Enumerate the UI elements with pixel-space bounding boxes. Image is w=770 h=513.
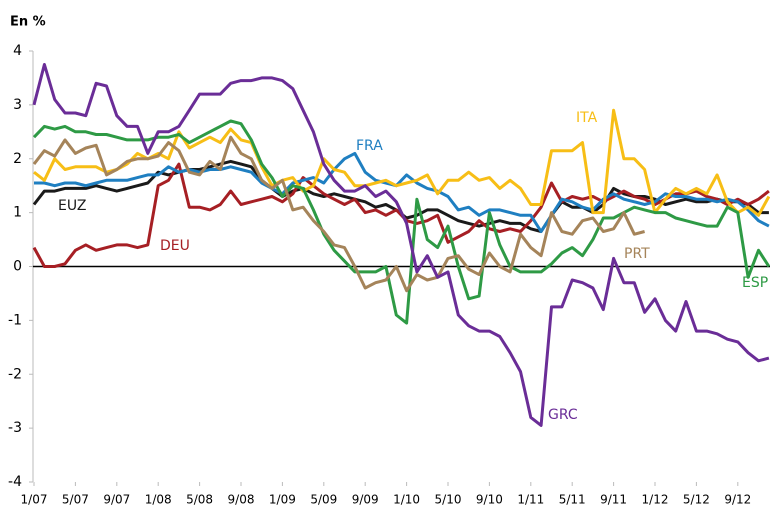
x-tick-label: 5/09 bbox=[310, 493, 337, 507]
series-line bbox=[32, 159, 769, 233]
x-tick-label: 5/07 bbox=[62, 493, 89, 507]
x-tick-label: 1/07 bbox=[21, 493, 48, 507]
y-tick-label: -3 bbox=[8, 420, 22, 436]
x-tick-label: 1/10 bbox=[393, 493, 420, 507]
series-line bbox=[32, 135, 645, 293]
x-tick-label: 5/11 bbox=[559, 493, 586, 507]
x-tick-label: 9/10 bbox=[476, 493, 503, 507]
y-tick-label: 3 bbox=[13, 97, 22, 113]
series-label: PRT bbox=[624, 246, 650, 262]
x-tick-label: 1/08 bbox=[145, 493, 172, 507]
series-label: GRC bbox=[548, 407, 578, 423]
y-tick-label: -2 bbox=[8, 366, 22, 382]
series-line bbox=[33, 108, 770, 217]
y-tick-label: -1 bbox=[8, 312, 22, 328]
x-tick-label: 9/11 bbox=[600, 493, 627, 507]
series-label: ITA bbox=[576, 110, 598, 126]
x-tick-label: 5/08 bbox=[186, 493, 213, 507]
series-line bbox=[32, 63, 770, 427]
x-tick-label: 9/08 bbox=[228, 493, 255, 507]
y-tick-label: 2 bbox=[13, 151, 22, 167]
y-tick-label: -4 bbox=[8, 474, 22, 490]
series-label: ESP bbox=[742, 275, 768, 291]
x-tick-label: 5/10 bbox=[435, 493, 462, 507]
series-label: FRA bbox=[356, 138, 383, 154]
y-tick-label: 0 bbox=[13, 259, 22, 275]
x-tick-label: 9/09 bbox=[352, 493, 379, 507]
chart-title: En % bbox=[10, 15, 46, 30]
x-tick-label: 1/11 bbox=[517, 493, 544, 507]
x-tick-label: 1/09 bbox=[269, 493, 296, 507]
series-label: DEU bbox=[160, 238, 190, 254]
y-tick-label: 1 bbox=[13, 205, 22, 221]
series-label: EUZ bbox=[58, 198, 86, 214]
x-tick-label: 9/12 bbox=[724, 493, 751, 507]
x-tick-label: 1/12 bbox=[642, 493, 669, 507]
x-tick-label: 5/12 bbox=[683, 493, 710, 507]
series-line bbox=[34, 151, 770, 233]
y-tick-label: 4 bbox=[13, 43, 22, 59]
x-tick-label: 9/07 bbox=[103, 493, 130, 507]
series-line bbox=[32, 119, 770, 325]
